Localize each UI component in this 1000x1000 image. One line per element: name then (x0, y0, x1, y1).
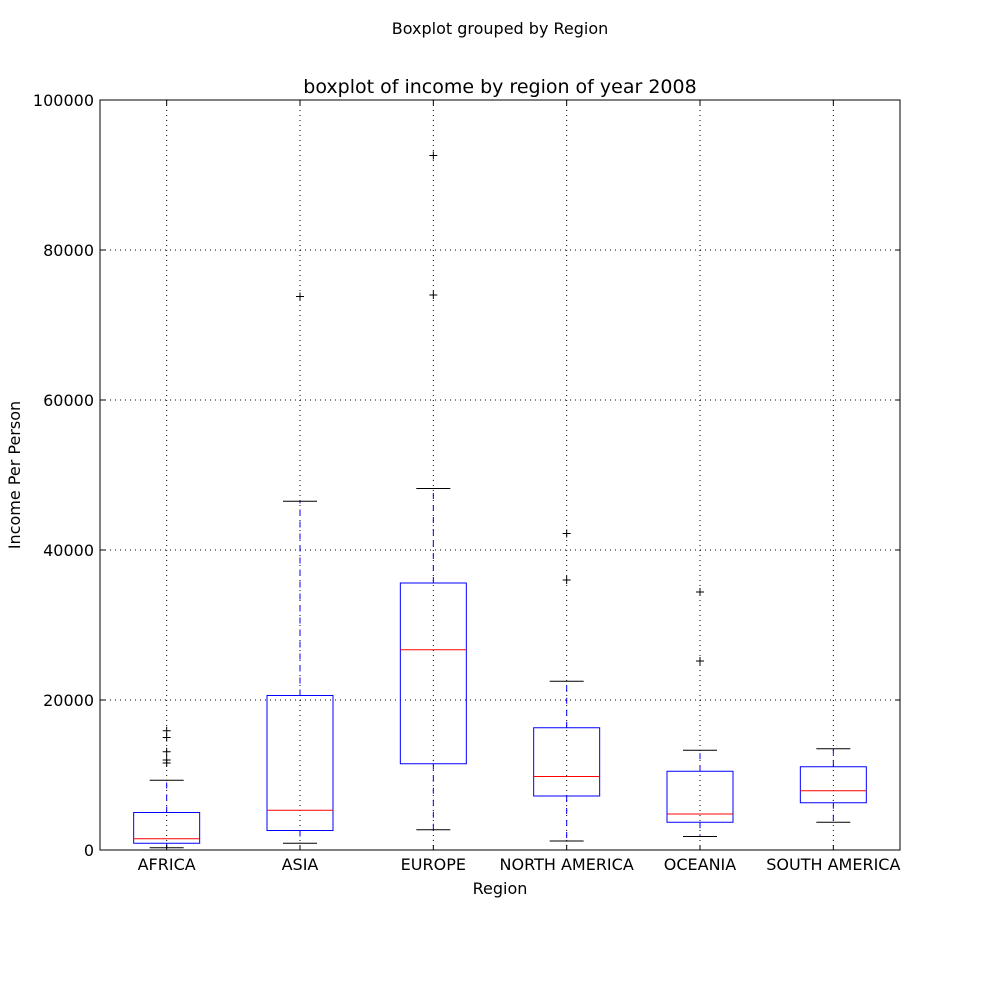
x-tick-label: SOUTH AMERICA (766, 855, 900, 874)
boxplot-series (133, 151, 867, 849)
x-axis-label: Region (473, 879, 528, 898)
outlier-point (296, 292, 304, 301)
y-tick-label: 60000 (43, 391, 94, 410)
plot-area-frame (99, 99, 901, 851)
box-group (399, 151, 467, 831)
y-tick-label: 80000 (43, 241, 94, 260)
x-tick-label: NORTH AMERICA (500, 855, 634, 874)
box-group (666, 588, 734, 837)
outlier-point (162, 756, 171, 764)
y-axis-tick-labels: 0 20000 40000 60000 80000 100000 (33, 91, 94, 860)
iqr-box (666, 770, 734, 823)
y-tick-label: 100000 (33, 91, 94, 110)
iqr-box (533, 727, 601, 797)
outlier-point (562, 576, 571, 584)
iqr-box (799, 766, 867, 804)
outlier-point (696, 657, 704, 665)
x-tick-label: EUROPE (401, 855, 466, 874)
outlier-point (562, 529, 571, 538)
iqr-box (133, 812, 201, 844)
x-tick-label: ASIA (282, 855, 319, 874)
iqr-box (266, 695, 334, 831)
iqr-box (399, 582, 467, 765)
grid-lines (100, 100, 900, 850)
chart-title: boxplot of income by region of year 2008 (303, 76, 696, 98)
x-tick-label: OCEANIA (664, 855, 737, 874)
outlier-point (162, 747, 171, 756)
outlier-point (162, 733, 171, 742)
outlier-point (162, 726, 171, 735)
y-tick-label: 20000 (43, 691, 94, 710)
x-axis-tick-labels: AFRICA ASIA EUROPE NORTH AMERICA OCEANIA SOUT… (138, 855, 901, 874)
box-group (799, 748, 867, 823)
box-group (266, 292, 334, 844)
box-group (133, 726, 201, 849)
figure-suptitle: Boxplot grouped by Region (392, 19, 609, 38)
outlier-point (429, 291, 438, 299)
box-group (533, 529, 601, 842)
y-tick-label: 40000 (43, 541, 94, 560)
y-axis-label: Income Per Person (5, 401, 24, 549)
outlier-point (429, 151, 438, 160)
y-tick-label: 0 (84, 841, 94, 860)
axis-ticks (100, 99, 900, 851)
outlier-point (696, 588, 704, 596)
x-tick-label: AFRICA (138, 855, 196, 874)
